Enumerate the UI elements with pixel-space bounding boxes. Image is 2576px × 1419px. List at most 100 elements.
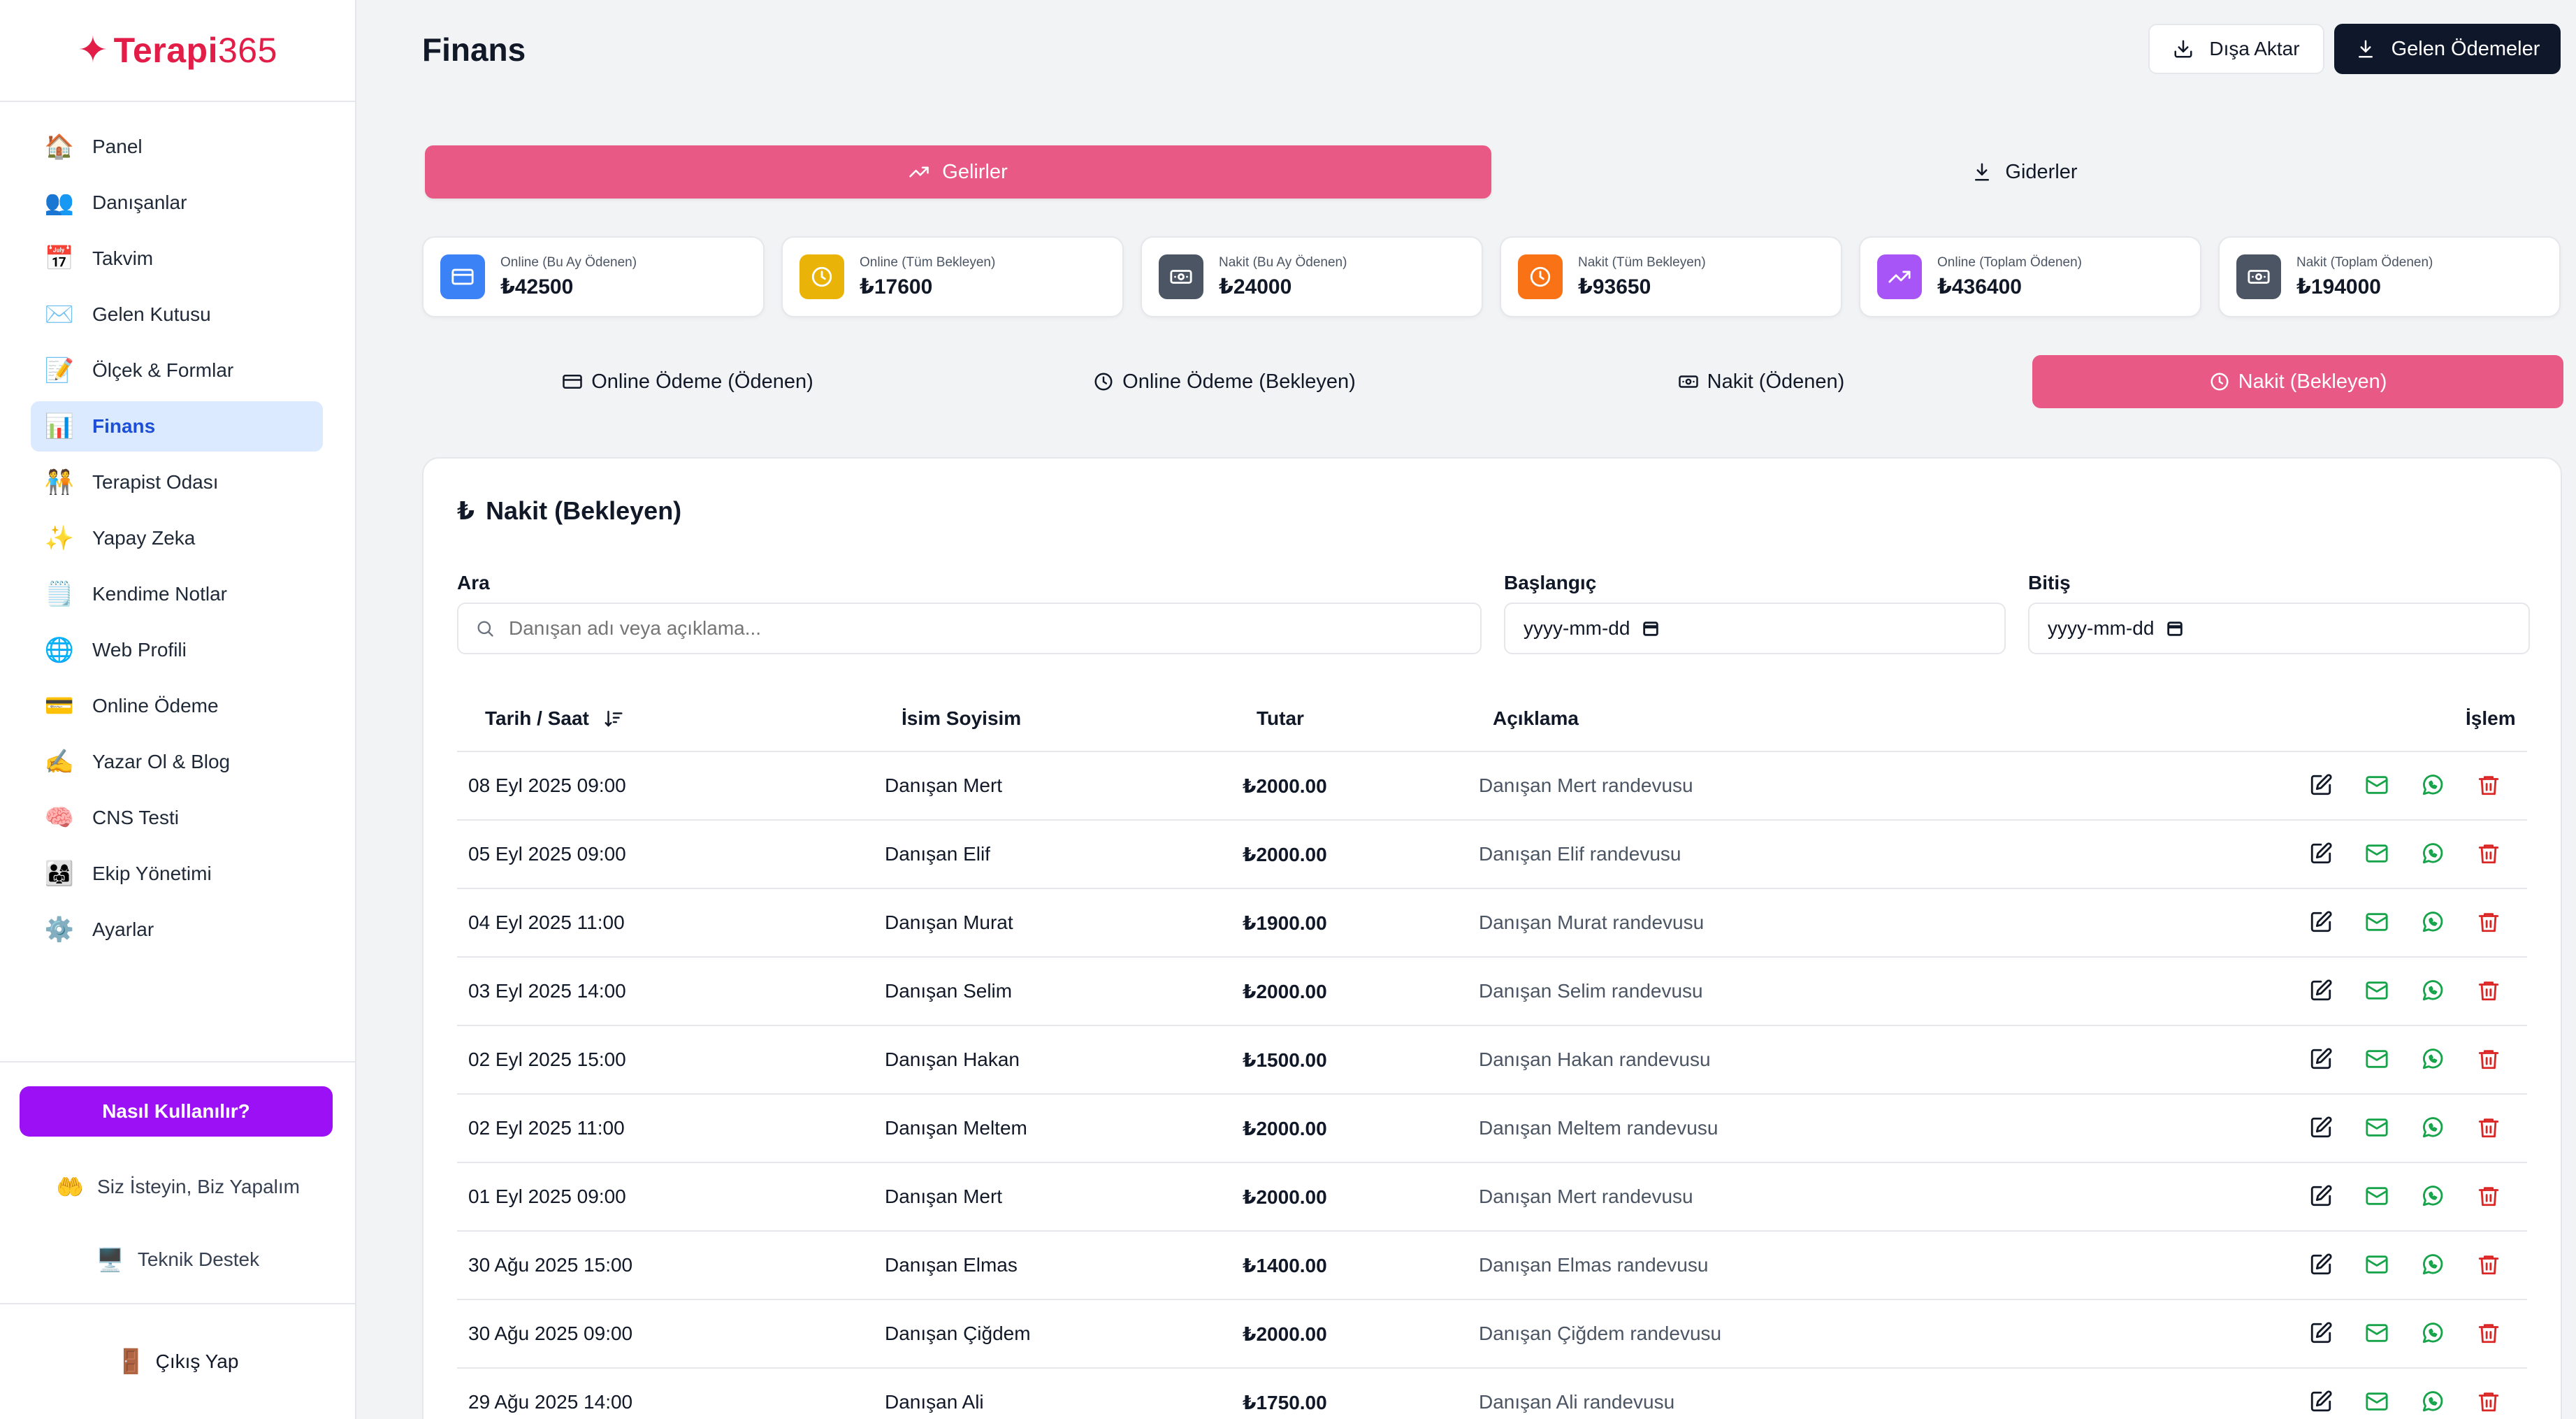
column-action: İşlem bbox=[2466, 707, 2516, 729]
sidebar-item-finance[interactable]: 📊 Finans bbox=[31, 401, 323, 452]
tab-payment-label: Online Ödeme (Bekleyen) bbox=[1122, 370, 1356, 393]
search-input[interactable] bbox=[509, 617, 1417, 640]
logo[interactable]: ✦ Terapi365 bbox=[0, 0, 355, 102]
tab-payment-2[interactable]: Online Ödeme (Bekleyen) bbox=[959, 355, 1490, 408]
panel-title-text: Nakit (Bekleyen) bbox=[486, 496, 682, 525]
clock-icon bbox=[1093, 371, 1114, 392]
whatsapp-icon[interactable] bbox=[2421, 979, 2445, 1006]
tab-payment-4[interactable]: Nakit (Bekleyen) bbox=[2032, 355, 2563, 408]
edit-icon[interactable] bbox=[2309, 1047, 2333, 1074]
custom-request-label: Siz İsteyin, Biz Yapalım bbox=[97, 1176, 300, 1197]
whatsapp-icon[interactable] bbox=[2421, 910, 2445, 937]
cell-description: Danışan Elif randevusu bbox=[1479, 843, 1681, 865]
trash-icon[interactable] bbox=[2477, 842, 2501, 869]
mail-icon[interactable] bbox=[2365, 773, 2389, 800]
edit-icon[interactable] bbox=[2309, 1321, 2333, 1348]
column-date[interactable]: Tarih / Saat bbox=[485, 707, 624, 730]
sidebar-nav: 🏠 Panel 👥 Danışanlar 📅 Takvim ✉️ Gelen Kutusu 📝 Ö… bbox=[0, 102, 355, 955]
whatsapp-icon[interactable] bbox=[2421, 1390, 2445, 1417]
edit-icon[interactable] bbox=[2309, 773, 2333, 800]
logout-button[interactable]: 🚪 Çıkış Yap bbox=[116, 1347, 238, 1376]
sidebar-item-label: Yapay Zeka bbox=[92, 527, 196, 549]
row-actions bbox=[2309, 1047, 2501, 1074]
mail-icon[interactable] bbox=[2365, 910, 2389, 937]
sidebar-item-online-payment[interactable]: 💳 Online Ödeme bbox=[31, 681, 323, 731]
export-button[interactable]: Dışa Aktar bbox=[2148, 24, 2324, 74]
edit-icon[interactable] bbox=[2309, 1116, 2333, 1143]
trash-icon[interactable] bbox=[2477, 1116, 2501, 1143]
trash-icon[interactable] bbox=[2477, 1321, 2501, 1348]
sidebar-item-inbox[interactable]: ✉️ Gelen Kutusu bbox=[31, 289, 323, 340]
trash-icon[interactable] bbox=[2477, 910, 2501, 937]
sidebar-item-forms[interactable]: 📝 Ölçek & Formlar bbox=[31, 345, 323, 396]
custom-request-link[interactable]: 🤲 Siz İsteyin, Biz Yapalım bbox=[0, 1166, 355, 1208]
mail-icon[interactable] bbox=[2365, 1321, 2389, 1348]
tab-payment-3[interactable]: Nakit (Ödenen) bbox=[1496, 355, 2027, 408]
sidebar-item-gear[interactable]: ⚙️ Ayarlar bbox=[31, 905, 323, 955]
mail-icon[interactable] bbox=[2365, 1390, 2389, 1417]
search-field[interactable] bbox=[457, 603, 1482, 654]
cell-description: Danışan Ali randevusu bbox=[1479, 1391, 1675, 1413]
sidebar-item-label: Danışanlar bbox=[92, 192, 187, 213]
mail-icon[interactable] bbox=[2365, 1047, 2389, 1074]
sidebar-item-team[interactable]: 👨‍👩‍👧 Ekip Yönetimi bbox=[31, 849, 323, 899]
sidebar-item-blog[interactable]: ✍️ Yazar Ol & Blog bbox=[31, 737, 323, 787]
summary-card: Online (Bu Ay Ödenen) ₺42500 bbox=[422, 236, 765, 317]
trash-icon[interactable] bbox=[2477, 1390, 2501, 1417]
edit-icon[interactable] bbox=[2309, 1184, 2333, 1211]
tab-payment-1[interactable]: Online Ödeme (Ödenen) bbox=[422, 355, 953, 408]
tab-income[interactable]: Gelirler bbox=[425, 145, 1491, 199]
sidebar-item-calendar[interactable]: 📅 Takvim bbox=[31, 233, 323, 284]
trash-icon[interactable] bbox=[2477, 1184, 2501, 1211]
end-date-input[interactable]: yyyy-mm-dd bbox=[2028, 603, 2530, 654]
cell-amount: ₺2000.00 bbox=[1243, 1323, 1327, 1345]
ai-sparkle-icon: ✨ bbox=[44, 525, 75, 552]
mail-icon[interactable] bbox=[2365, 1184, 2389, 1211]
sidebar-item-web-profile[interactable]: 🌐 Web Profili bbox=[31, 625, 323, 675]
whatsapp-icon[interactable] bbox=[2421, 1116, 2445, 1143]
income-expense-tabs: Gelirler Giderler bbox=[425, 145, 2558, 199]
table-row: 02 Eyl 2025 15:00 Danışan Hakan ₺1500.00… bbox=[457, 1026, 2527, 1095]
calendar-icon[interactable] bbox=[2165, 619, 2185, 638]
mail-icon[interactable] bbox=[2365, 1116, 2389, 1143]
cell-name: Danışan Elmas bbox=[885, 1254, 1018, 1276]
sidebar-item-brain[interactable]: 🧠 CNS Testi bbox=[31, 793, 323, 843]
start-date-input[interactable]: yyyy-mm-dd bbox=[1504, 603, 2006, 654]
mail-icon[interactable] bbox=[2365, 979, 2389, 1006]
whatsapp-icon[interactable] bbox=[2421, 842, 2445, 869]
edit-icon[interactable] bbox=[2309, 1390, 2333, 1417]
summary-card: Online (Toplam Ödenen) ₺436400 bbox=[1859, 236, 2201, 317]
mail-icon[interactable] bbox=[2365, 1253, 2389, 1280]
mail-icon[interactable] bbox=[2365, 842, 2389, 869]
edit-icon[interactable] bbox=[2309, 910, 2333, 937]
end-date-placeholder: yyyy-mm-dd bbox=[2048, 617, 2155, 639]
edit-icon[interactable] bbox=[2309, 1253, 2333, 1280]
tech-support-link[interactable]: 🖥️ Teknik Destek bbox=[0, 1239, 355, 1281]
sort-desc-icon[interactable] bbox=[603, 708, 624, 729]
sidebar-item-ai-sparkle[interactable]: ✨ Yapay Zeka bbox=[31, 513, 323, 563]
trash-icon[interactable] bbox=[2477, 1047, 2501, 1074]
cell-name: Danışan Hakan bbox=[885, 1049, 1020, 1070]
card-text: Nakit (Bu Ay Ödenen) ₺24000 bbox=[1219, 255, 1347, 299]
whatsapp-icon[interactable] bbox=[2421, 773, 2445, 800]
edit-icon[interactable] bbox=[2309, 842, 2333, 869]
sidebar-item-notes[interactable]: 🗒️ Kendime Notlar bbox=[31, 569, 323, 619]
whatsapp-icon[interactable] bbox=[2421, 1253, 2445, 1280]
trash-icon[interactable] bbox=[2477, 1253, 2501, 1280]
calendar-icon[interactable] bbox=[1641, 619, 1660, 638]
cell-description: Danışan Mert randevusu bbox=[1479, 775, 1693, 796]
whatsapp-icon[interactable] bbox=[2421, 1047, 2445, 1074]
how-to-use-button[interactable]: Nasıl Kullanılır? bbox=[20, 1086, 333, 1137]
sidebar-item-therapist-room[interactable]: 🧑‍🤝‍🧑 Terapist Odası bbox=[31, 457, 323, 507]
cell-description: Danışan Murat randevusu bbox=[1479, 912, 1705, 933]
tab-expense[interactable]: Giderler bbox=[1491, 145, 2558, 199]
sidebar-bottom: Nasıl Kullanılır? 🤲 Siz İsteyin, Biz Yap… bbox=[0, 1061, 355, 1281]
incoming-payments-button[interactable]: Gelen Ödemeler bbox=[2334, 24, 2561, 74]
edit-icon[interactable] bbox=[2309, 979, 2333, 1006]
trash-icon[interactable] bbox=[2477, 773, 2501, 800]
whatsapp-icon[interactable] bbox=[2421, 1184, 2445, 1211]
sidebar-item-clients[interactable]: 👥 Danışanlar bbox=[31, 178, 323, 228]
trash-icon[interactable] bbox=[2477, 979, 2501, 1006]
sidebar-item-home[interactable]: 🏠 Panel bbox=[31, 122, 323, 172]
whatsapp-icon[interactable] bbox=[2421, 1321, 2445, 1348]
